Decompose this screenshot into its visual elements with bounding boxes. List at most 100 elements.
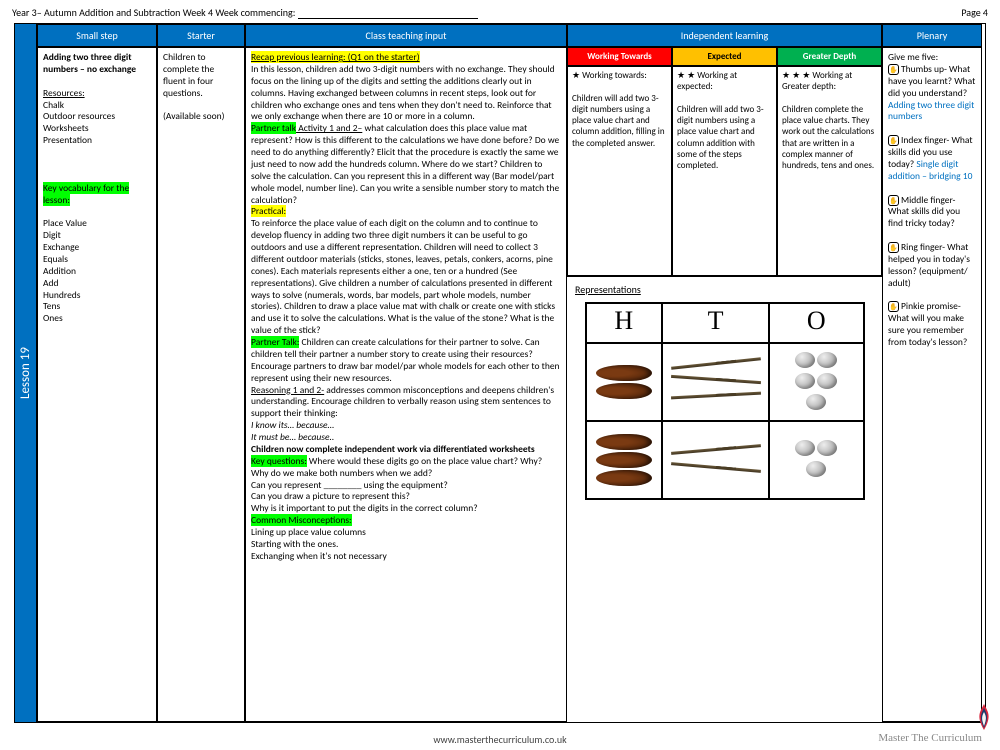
pinecone-icon [596, 452, 652, 468]
hand-icon: ✋ [888, 195, 899, 206]
representations-title: Representations [575, 283, 878, 296]
key-q3: Can you represent ________ using the equ… [251, 479, 448, 491]
stone-icon [817, 373, 837, 389]
stone-icon [795, 352, 815, 368]
star-icon: ★ [572, 70, 580, 81]
col-t: T [662, 303, 769, 343]
pinecone-icon [596, 434, 652, 450]
independent-cell: Working Towards Expected Greater Depth ★… [567, 47, 882, 722]
stone-icon [817, 352, 837, 368]
plenary-pinkie: Pinkie promise- What will you make sure … [888, 300, 967, 348]
key-q1: Where would these digits go on the place… [307, 455, 542, 467]
stone-icon [806, 394, 826, 410]
stone-icon [806, 461, 826, 477]
col-small-step: Small step [37, 24, 157, 47]
plenary-thumb-link: Adding two three digit numbers [888, 99, 974, 123]
starter-cell: Children to complete the fluent in four … [157, 47, 245, 722]
partner-1-activity: Activity 1 and 2– [296, 122, 362, 134]
stone-icon [817, 440, 837, 456]
stem-2: It must be… because.. [251, 431, 334, 443]
header-working-towards: Working Towards [567, 47, 672, 66]
gd-cell: ★ ★ ★ Working at Greater depth: Children… [777, 66, 882, 276]
resources-label: Resources: [43, 88, 151, 100]
recap-label: Recap previous learning: (Q1 on the star… [251, 51, 420, 63]
header-expected: Expected [672, 47, 777, 66]
wt-body: Children will add two 3-digit numbers us… [572, 93, 665, 149]
column-headers: Small step Starter Class teaching input … [37, 24, 985, 47]
table-row [586, 421, 864, 499]
star-icon: ★ ★ [677, 70, 695, 81]
col-h: H [586, 303, 663, 343]
resource-item: Presentation [43, 135, 151, 147]
ones-cell [769, 421, 863, 499]
lesson-frame: Lesson 19 Small step Starter Class teach… [14, 23, 986, 723]
hand-icon: ✋ [888, 135, 899, 146]
plenary-cell: Give me five: ✋Thumbs up- What have you … [882, 47, 982, 722]
miscon-2: Starting with the ones. [251, 538, 338, 550]
header-greater-depth: Greater Depth [777, 47, 882, 66]
hand-icon: ✋ [888, 301, 899, 312]
col-independent: Independent learning [567, 24, 882, 47]
key-questions-label: Key questions: [251, 455, 307, 467]
wt-label: Working towards: [580, 70, 647, 81]
pinecone-icon [596, 383, 652, 399]
exp-cell: ★ ★ Working at expected: Children will a… [672, 66, 777, 276]
starter-p1: Children to complete the fluent in four … [163, 52, 239, 100]
vocab-label: Key vocabulary for the lesson: [43, 182, 129, 206]
small-step-title: Adding two three digit numbers – no exch… [43, 52, 151, 76]
partner-talk-2-label: Partner Talk: [251, 336, 299, 348]
stick-icon [671, 392, 761, 400]
page-header: Year 3– Autumn Addition and Subtraction … [0, 0, 1000, 23]
pinecone-icon [596, 365, 652, 381]
vocab-item: Addition [43, 266, 151, 278]
col-starter: Starter [157, 24, 245, 47]
place-value-grid: H T O [585, 302, 865, 500]
exp-body: Children will add two 3-digit numbers us… [677, 104, 764, 171]
star-icon: ★ ★ ★ [782, 70, 810, 81]
worksheets-note: Children now complete independent work v… [251, 443, 535, 455]
plenary-thumb: Thumbs up- What have you learnt? What di… [888, 63, 975, 99]
practical-label: Practical: [251, 205, 286, 217]
stick-icon [671, 357, 761, 369]
tens-cell [662, 343, 769, 421]
representations-panel: Representations H T O [567, 276, 882, 722]
hundreds-cell [586, 421, 663, 499]
col-teaching: Class teaching input [245, 24, 567, 47]
small-step-cell: Adding two three digit numbers – no exch… [37, 47, 157, 722]
stick-icon [671, 444, 761, 455]
reasoning-label: Reasoning 1 and 2- [251, 384, 324, 396]
col-plenary: Plenary [882, 24, 982, 47]
hand-icon: ✋ [888, 64, 899, 75]
hand-icon: ✋ [888, 242, 899, 253]
stick-icon [671, 462, 761, 473]
tens-cell [662, 421, 769, 499]
vocab-item: Add [43, 278, 151, 290]
key-q5: Why is it important to put the digits in… [251, 502, 478, 514]
brand-logo-text: Master The Curriculum [878, 732, 982, 744]
teaching-cell: Recap previous learning: (Q1 on the star… [245, 47, 567, 722]
footer-url: www.masterthecurriculum.co.uk [0, 733, 1000, 746]
stem-1: I know its… because… [251, 419, 334, 431]
wt-cell: ★ Working towards: Children will add two… [567, 66, 672, 276]
stick-icon [671, 375, 761, 384]
gd-body: Children complete the place value charts… [782, 104, 874, 171]
vocab-item: Ones [43, 313, 151, 325]
table-row [586, 343, 864, 421]
flame-icon [974, 702, 994, 732]
vocab-item: Equals [43, 254, 151, 266]
header-left: Year 3– Autumn Addition and Subtraction … [12, 6, 478, 19]
plenary-ring: Ring finger- What helped you in today's … [888, 241, 970, 289]
teaching-intro: In this lesson, children add two 3-digit… [251, 63, 555, 123]
week-commencing-blank [298, 9, 478, 19]
stone-icon [795, 373, 815, 389]
partner-talk-1-label: Partner talk [251, 122, 296, 134]
key-q4: Can you draw a picture to represent this… [251, 490, 410, 502]
stone-icon [795, 440, 815, 456]
partner-1-rest: what calculation does this place value m… [251, 122, 559, 205]
starter-p2: (Available soon) [163, 111, 239, 123]
hundreds-cell [586, 343, 663, 421]
col-o: O [769, 303, 863, 343]
misconceptions-label: Common Misconceptions: [251, 514, 352, 526]
practical-body: To reinforce the place value of each dig… [251, 217, 555, 336]
header-right: Page 4 [961, 6, 988, 19]
